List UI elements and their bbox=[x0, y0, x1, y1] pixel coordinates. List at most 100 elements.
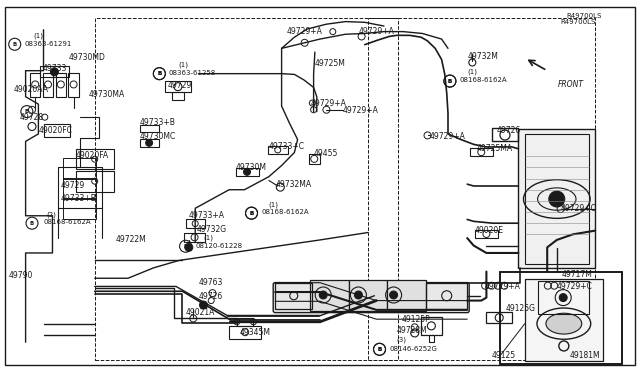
Text: 08363-61291: 08363-61291 bbox=[24, 41, 72, 46]
Text: R49700LS: R49700LS bbox=[560, 19, 595, 25]
Bar bbox=[76, 171, 114, 192]
Bar bbox=[63, 178, 96, 199]
Circle shape bbox=[548, 191, 564, 207]
Bar bbox=[63, 198, 96, 219]
Text: 08363-61258: 08363-61258 bbox=[169, 70, 216, 76]
Text: 49730MD: 49730MD bbox=[69, 53, 106, 62]
Text: 49729+A: 49729+A bbox=[358, 27, 394, 36]
Text: B: B bbox=[184, 244, 188, 249]
Text: 49732M: 49732M bbox=[467, 52, 498, 61]
Text: 49725M: 49725M bbox=[314, 59, 345, 68]
Bar bbox=[68, 73, 79, 97]
Text: 49733: 49733 bbox=[42, 64, 67, 73]
Text: 49790: 49790 bbox=[8, 271, 33, 280]
Text: 49729+C: 49729+C bbox=[557, 282, 593, 291]
Text: 49729+C: 49729+C bbox=[561, 204, 596, 213]
Bar bbox=[426, 283, 467, 309]
Text: 49729+A: 49729+A bbox=[287, 27, 323, 36]
Bar bbox=[236, 168, 259, 176]
Text: 49732G: 49732G bbox=[197, 225, 227, 234]
Text: 49725MA: 49725MA bbox=[477, 144, 513, 153]
Bar bbox=[40, 66, 69, 77]
Text: 49730MC: 49730MC bbox=[140, 132, 176, 141]
Text: 49729+A: 49729+A bbox=[343, 106, 379, 115]
Bar bbox=[140, 125, 159, 132]
Text: 49726: 49726 bbox=[497, 126, 521, 135]
Text: B: B bbox=[448, 78, 452, 84]
Text: B: B bbox=[378, 347, 381, 352]
Bar bbox=[429, 335, 434, 342]
Bar bbox=[368, 18, 595, 360]
Bar bbox=[140, 139, 159, 147]
Text: 49730MA: 49730MA bbox=[88, 90, 125, 99]
Circle shape bbox=[319, 291, 327, 299]
Text: 49020FC: 49020FC bbox=[38, 126, 72, 135]
Text: 49730M: 49730M bbox=[236, 163, 266, 172]
Text: 49728: 49728 bbox=[19, 113, 44, 122]
Bar bbox=[421, 317, 442, 335]
Bar bbox=[186, 219, 205, 228]
Bar bbox=[43, 73, 53, 97]
Text: 49125: 49125 bbox=[492, 351, 516, 360]
Text: 49020AA: 49020AA bbox=[14, 85, 49, 94]
Text: (1): (1) bbox=[178, 61, 188, 68]
Text: 49729+A: 49729+A bbox=[430, 132, 466, 141]
Bar bbox=[268, 146, 288, 154]
Text: 49181M: 49181M bbox=[570, 351, 600, 360]
Text: 49732MA: 49732MA bbox=[275, 180, 311, 189]
Bar bbox=[95, 18, 398, 360]
Circle shape bbox=[390, 291, 397, 299]
Bar bbox=[486, 312, 512, 323]
Text: (2): (2) bbox=[46, 211, 56, 218]
Text: (1): (1) bbox=[467, 69, 477, 76]
Bar bbox=[309, 154, 320, 164]
Bar bbox=[470, 148, 493, 156]
Bar bbox=[184, 232, 205, 242]
Text: 49020E: 49020E bbox=[475, 226, 504, 235]
Text: 49733+C: 49733+C bbox=[269, 142, 305, 151]
Bar bbox=[538, 281, 589, 314]
Bar bbox=[237, 318, 253, 326]
Circle shape bbox=[146, 140, 152, 146]
Text: 49729+A: 49729+A bbox=[485, 282, 521, 291]
Circle shape bbox=[200, 301, 207, 309]
Text: FRONT: FRONT bbox=[558, 80, 584, 89]
Ellipse shape bbox=[546, 313, 582, 334]
Bar bbox=[172, 92, 184, 100]
Bar bbox=[525, 134, 589, 264]
Text: (1): (1) bbox=[204, 234, 214, 241]
Bar bbox=[165, 81, 191, 92]
Bar bbox=[76, 149, 114, 169]
Text: 08168-6162A: 08168-6162A bbox=[460, 77, 507, 83]
Bar bbox=[275, 283, 312, 309]
Text: B: B bbox=[157, 71, 161, 76]
Circle shape bbox=[559, 294, 567, 302]
FancyBboxPatch shape bbox=[273, 283, 469, 312]
Text: (1): (1) bbox=[33, 32, 44, 39]
Bar bbox=[492, 128, 518, 141]
Text: 49728M: 49728M bbox=[397, 326, 428, 335]
Bar bbox=[56, 73, 66, 97]
Text: 49717M: 49717M bbox=[562, 270, 593, 279]
Bar bbox=[310, 280, 349, 311]
Bar bbox=[500, 272, 622, 364]
Text: B: B bbox=[30, 221, 34, 226]
Bar bbox=[44, 124, 70, 137]
Text: (1): (1) bbox=[269, 201, 279, 208]
Text: 49763: 49763 bbox=[198, 278, 223, 287]
Text: 08146-6252G: 08146-6252G bbox=[389, 346, 437, 352]
Circle shape bbox=[355, 291, 362, 299]
Text: 49125P: 49125P bbox=[402, 315, 431, 324]
Text: 08168-6162A: 08168-6162A bbox=[44, 219, 91, 225]
Bar bbox=[229, 326, 261, 339]
Bar bbox=[63, 158, 96, 179]
Text: 08120-61228: 08120-61228 bbox=[195, 243, 243, 248]
Text: B: B bbox=[250, 211, 253, 216]
Text: B: B bbox=[25, 109, 29, 114]
Text: 49020FA: 49020FA bbox=[76, 151, 109, 160]
Text: B: B bbox=[448, 78, 452, 84]
Text: B: B bbox=[250, 211, 253, 216]
Circle shape bbox=[185, 243, 193, 251]
Text: 49733+B: 49733+B bbox=[140, 118, 175, 127]
Text: 49733+B: 49733+B bbox=[61, 194, 97, 203]
